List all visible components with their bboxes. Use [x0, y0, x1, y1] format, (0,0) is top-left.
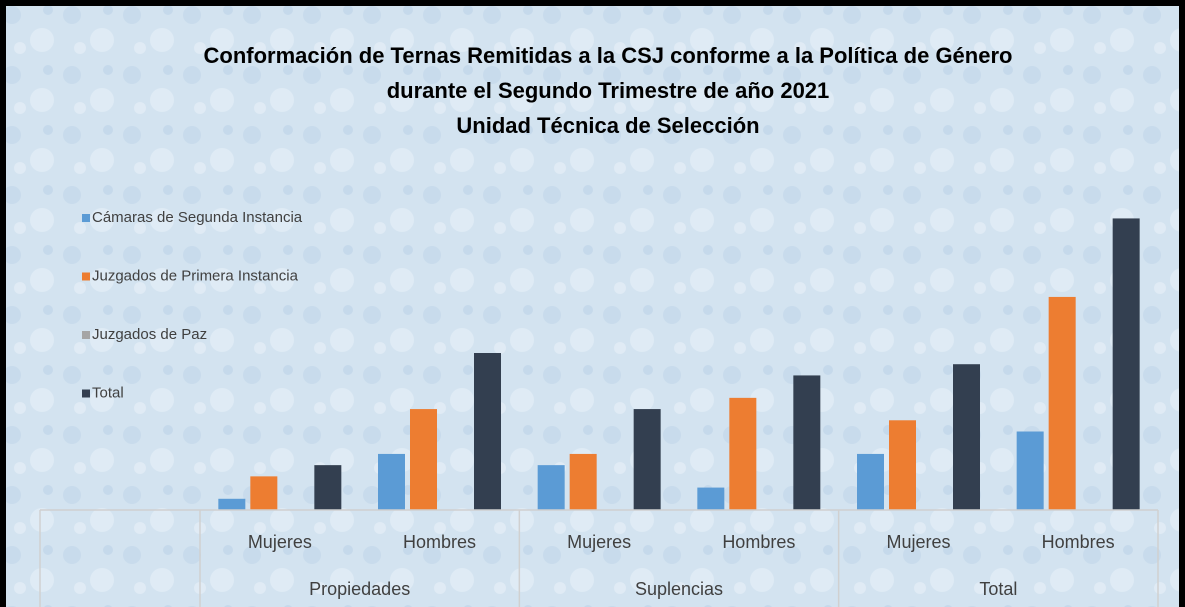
bar — [793, 375, 821, 510]
bar — [474, 353, 501, 510]
x-group-label: Suplencias — [635, 579, 723, 599]
legend-label: Juzgados de Primera Instancia — [92, 267, 299, 284]
legend-swatch — [82, 272, 90, 281]
bar — [250, 476, 278, 510]
chart-title: Conformación de Ternas Remitidas a la CS… — [204, 43, 1013, 68]
bar — [889, 420, 916, 510]
bar — [537, 465, 565, 510]
bar — [697, 487, 725, 510]
legend-label: Total — [92, 384, 124, 401]
legend-swatch — [82, 331, 90, 339]
bar — [729, 397, 757, 510]
bar — [633, 409, 661, 510]
bar — [1016, 431, 1044, 510]
x-group-label: Propiedades — [309, 579, 410, 599]
bar — [218, 498, 246, 510]
legend-swatch — [82, 389, 90, 398]
x-tick-label: Hombres — [1042, 532, 1115, 552]
bar — [1112, 218, 1140, 510]
bar — [314, 465, 342, 510]
chart-title: Unidad Técnica de Selección — [456, 113, 759, 138]
x-tick-label: Hombres — [722, 532, 795, 552]
chart-title: durante el Segundo Trimestre de año 2021 — [387, 78, 830, 103]
x-tick-label: Mujeres — [886, 532, 950, 552]
bar — [857, 453, 884, 510]
bar — [569, 453, 597, 510]
x-tick-label: Hombres — [403, 532, 476, 552]
x-group-label: Total — [979, 579, 1017, 599]
x-tick-label: Mujeres — [248, 532, 312, 552]
bar — [378, 453, 405, 510]
legend-swatch — [82, 214, 90, 222]
legend-label: Juzgados de Paz — [92, 326, 207, 343]
x-tick-label: Mujeres — [567, 532, 631, 552]
bar — [953, 364, 980, 510]
legend-label: Cámaras de Segunda Instancia — [92, 209, 303, 226]
bar — [1048, 296, 1076, 510]
bar — [410, 409, 437, 510]
